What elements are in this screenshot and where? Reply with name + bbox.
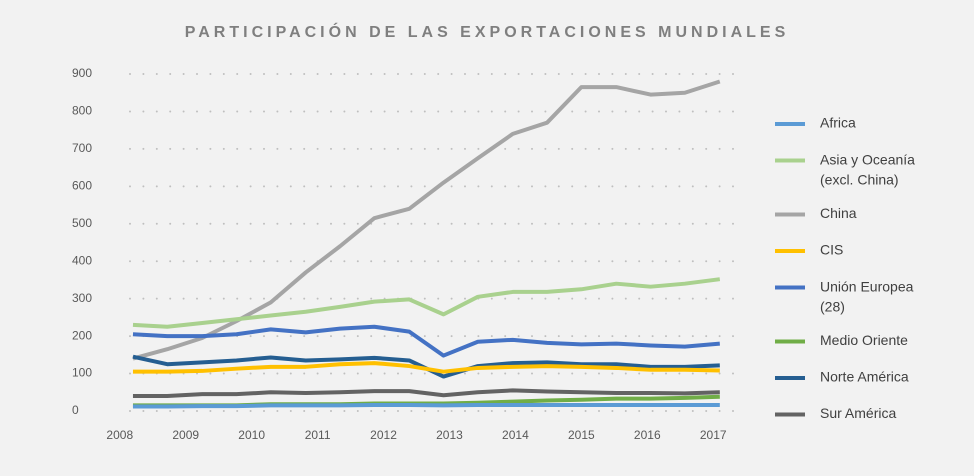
series-line [132, 324, 720, 358]
legend-label: China [820, 205, 857, 221]
legend-label-line: (28) [820, 298, 845, 314]
y-tick-label: 500 [72, 216, 92, 230]
x-tick-label: 2015 [568, 428, 595, 442]
x-tick-label: 2014 [502, 428, 529, 442]
y-tick-label: 300 [72, 291, 92, 305]
legend-label-line: Asia y Oceanía [820, 151, 915, 167]
legend-label: Africa [820, 115, 856, 131]
series-line [132, 277, 721, 329]
y-tick-label: 800 [72, 104, 92, 118]
y-tick-label: 200 [72, 328, 92, 342]
x-tick-label: 2017 [700, 428, 727, 442]
series-line [132, 361, 720, 374]
series-line [132, 388, 720, 399]
y-tick-label: 700 [72, 141, 92, 155]
x-tick-label: 2013 [436, 428, 463, 442]
y-tick-label: 100 [72, 366, 92, 380]
x-tick-label: 2009 [172, 428, 199, 442]
y-tick-label: 600 [72, 179, 92, 193]
x-tick-label: 2008 [106, 428, 133, 442]
legend-label-line: Unión Europea [820, 278, 914, 294]
x-tick-label: 2011 [305, 428, 331, 442]
legend-label: Medio Oriente [820, 332, 908, 348]
legend-label: CIS [820, 242, 843, 258]
legend-label-line: (excl. China) [820, 171, 899, 187]
legend-label: Unión Europea (28) [820, 278, 914, 314]
legend-label: Norte América [820, 369, 909, 385]
legend-label: Sur América [820, 405, 896, 421]
series-line [132, 79, 721, 361]
series-line [132, 403, 720, 409]
x-tick-label: 2010 [238, 428, 265, 442]
x-tick-label: 2012 [370, 428, 397, 442]
y-tick-label: 0 [72, 403, 79, 417]
y-tick-label: 400 [72, 253, 92, 267]
legend-label: Asia y Oceanía (excl. China) [820, 151, 915, 187]
y-tick-label: 900 [72, 66, 92, 80]
chart-title: PARTICIPACIÓN DE LAS EXPORTACIONES MUNDI… [185, 22, 789, 41]
x-tick-label: 2016 [634, 428, 661, 442]
